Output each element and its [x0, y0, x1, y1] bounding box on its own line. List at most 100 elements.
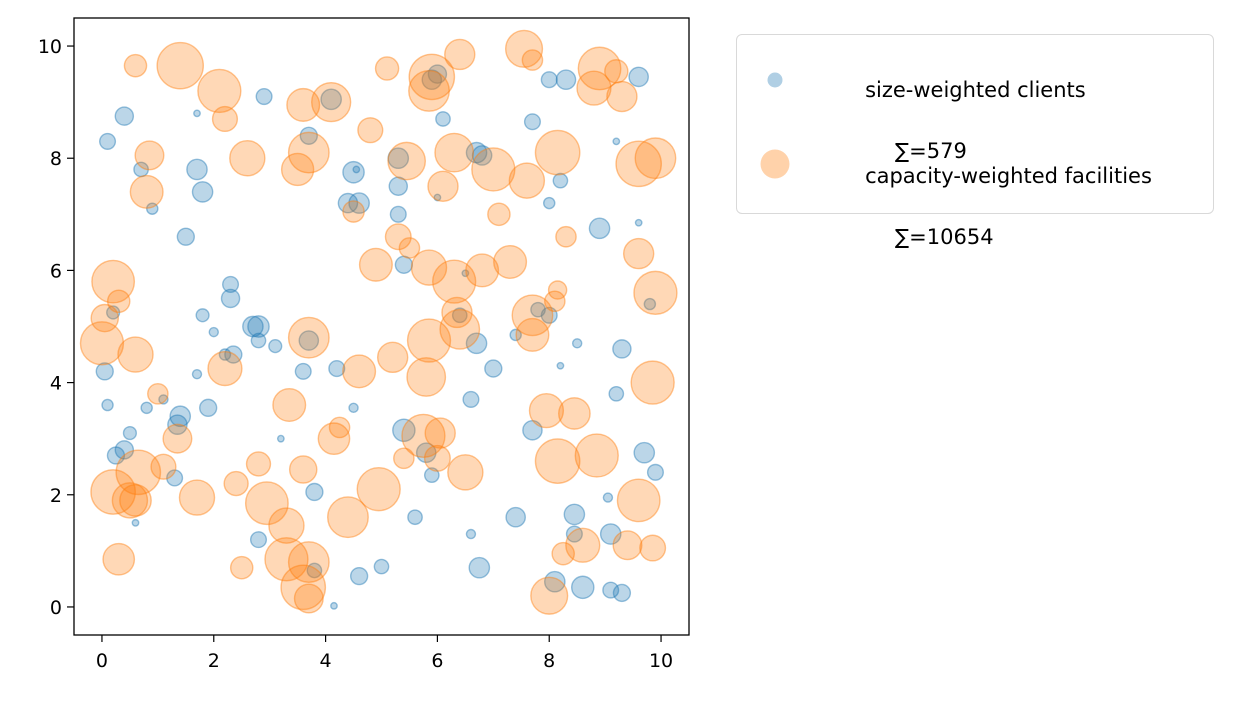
data-point — [552, 172, 569, 189]
data-point — [199, 398, 218, 417]
data-point — [387, 147, 410, 170]
legend-series-name-facilities: capacity-weighted facilities — [865, 164, 1152, 189]
data-point — [423, 444, 451, 472]
data-point — [330, 601, 338, 610]
data-point — [432, 259, 477, 304]
data-point — [220, 288, 241, 309]
data-point — [191, 368, 203, 380]
data-point — [229, 555, 254, 580]
x-tick-label: 8 — [543, 650, 555, 672]
data-point — [95, 362, 114, 381]
data-point — [392, 418, 416, 443]
y-tick-label: 8 — [50, 148, 62, 170]
data-point — [320, 88, 343, 111]
data-point — [99, 132, 117, 150]
data-point — [604, 59, 629, 84]
data-point — [287, 541, 330, 584]
legend-entry-facilities: capacity-weighted facilities ∑=10654 — [737, 127, 1213, 249]
data-point — [229, 140, 266, 177]
data-point — [207, 350, 243, 387]
data-point — [530, 576, 569, 615]
data-point — [102, 542, 136, 576]
data-point — [106, 446, 126, 465]
data-point — [408, 53, 456, 101]
data-point — [398, 237, 421, 259]
data-point — [197, 68, 242, 114]
data-point — [505, 506, 526, 528]
data-point — [293, 583, 324, 614]
data-point — [555, 225, 577, 248]
data-point — [218, 348, 232, 361]
data-point — [167, 414, 188, 435]
data-point — [158, 394, 169, 405]
legend-series-name-clients: size-weighted clients — [865, 78, 1086, 103]
data-point — [388, 176, 409, 197]
data-point — [328, 416, 351, 439]
data-point — [342, 160, 365, 184]
data-point — [530, 301, 546, 318]
data-point — [571, 338, 583, 349]
data-point — [465, 253, 500, 288]
data-point — [441, 296, 473, 329]
legend-sum-clients: ∑=579 — [895, 139, 967, 164]
x-tick-label: 10 — [649, 650, 673, 672]
points-layer — [79, 29, 678, 615]
legend-sum-facilities: ∑=10654 — [895, 225, 994, 250]
y-tick-label: 2 — [50, 485, 62, 507]
data-point — [223, 470, 249, 497]
data-point — [114, 440, 135, 460]
data-point — [150, 453, 177, 480]
data-point — [222, 275, 240, 293]
data-point — [471, 145, 493, 166]
data-point — [465, 528, 477, 540]
data-point — [373, 558, 390, 575]
data-point — [540, 71, 558, 89]
data-point — [250, 332, 267, 349]
data-point — [528, 393, 565, 429]
data-point — [146, 202, 159, 215]
data-point — [574, 433, 619, 478]
data-point — [543, 570, 566, 593]
data-point — [558, 397, 591, 430]
data-point — [410, 249, 448, 286]
data-point — [287, 316, 330, 359]
data-point — [342, 200, 365, 223]
data-point — [423, 467, 440, 483]
data-point — [328, 360, 346, 378]
data-point — [287, 131, 330, 174]
data-point — [106, 305, 121, 320]
data-point — [433, 193, 442, 202]
data-point — [439, 308, 481, 350]
data-point — [465, 332, 488, 355]
data-point — [111, 482, 149, 519]
data-point — [634, 137, 677, 180]
data-point — [542, 196, 556, 210]
data-point — [193, 109, 201, 118]
data-point — [208, 326, 219, 338]
data-point — [394, 255, 414, 274]
series-1 — [79, 29, 678, 615]
data-point — [444, 38, 476, 71]
data-point — [299, 126, 318, 145]
data-point — [577, 46, 622, 91]
data-point — [90, 469, 137, 515]
data-point — [563, 503, 586, 526]
data-point — [195, 308, 210, 323]
data-point — [602, 581, 620, 599]
data-point — [280, 152, 315, 187]
legend-label-facilities: capacity-weighted facilities ∑=10654 — [825, 131, 1152, 314]
data-point — [176, 227, 195, 246]
data-point — [639, 534, 667, 562]
data-point — [129, 174, 164, 209]
x-tick-label: 4 — [320, 650, 332, 672]
data-point — [555, 69, 577, 90]
data-point — [543, 290, 566, 313]
data-point — [306, 562, 323, 579]
data-point — [556, 361, 565, 370]
data-point — [298, 330, 320, 351]
data-point — [286, 87, 321, 122]
data-point — [415, 442, 437, 464]
data-point — [508, 162, 546, 199]
data-point — [134, 140, 165, 171]
